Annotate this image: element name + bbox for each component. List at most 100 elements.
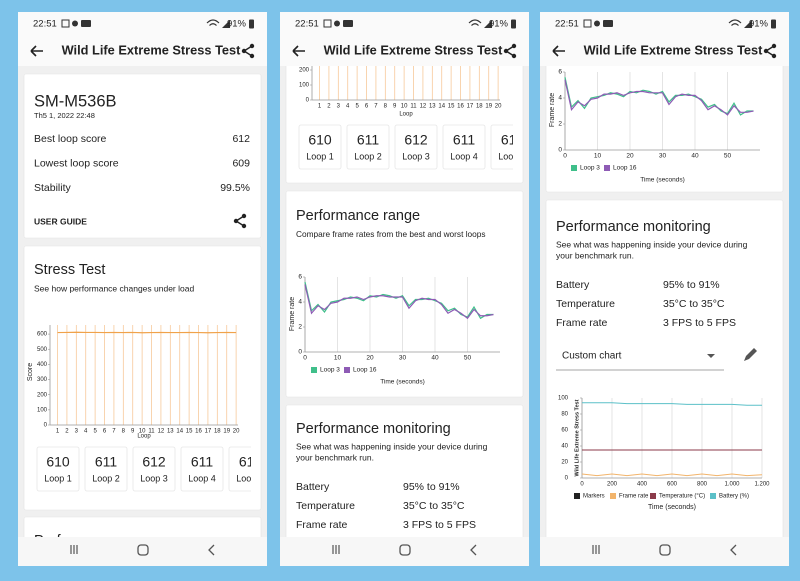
x-tick-label: 18 [214, 429, 221, 435]
y-tick-label: 200 [299, 68, 310, 74]
loop-tile [132, 446, 176, 492]
nav-back[interactable] [730, 544, 737, 556]
y-tick-label: 2 [558, 121, 562, 128]
status-battery: 91% [749, 19, 769, 30]
summary-value: 612 [232, 133, 250, 145]
y-tick-label: 4 [298, 299, 302, 306]
section-subtitle: See what was happening inside your devic… [556, 239, 748, 249]
loop-score: 611 [95, 454, 118, 470]
x-tick-label: 1 [56, 429, 60, 435]
x-tick-label: 17 [467, 104, 474, 110]
loop-score: 611 [357, 132, 380, 148]
summary-label: Stability [34, 182, 72, 194]
legend-label: Loop 3 [320, 367, 340, 374]
back-button[interactable] [30, 45, 43, 57]
row-value: 3 FPS to 5 FPS [663, 317, 736, 329]
x-tick-label: 40 [431, 355, 439, 362]
y-tick-label: 6 [558, 69, 562, 76]
row-value: 35°C to 35°C [403, 500, 465, 512]
loop-score: 612 [404, 132, 428, 148]
nav-recent[interactable] [592, 545, 600, 554]
edit-button[interactable] [744, 348, 757, 361]
share-button[interactable] [241, 43, 255, 59]
nav-home[interactable] [659, 544, 671, 556]
loop-label: Loop 2 [92, 473, 120, 483]
x-tick-label: 5 [93, 429, 97, 435]
share-dot [503, 48, 509, 54]
x-tick-label: 8 [122, 429, 126, 435]
device-date: Th5 1, 2022 22:48 [34, 111, 95, 120]
status-icon [603, 20, 613, 27]
loop-score: 611 [501, 132, 524, 148]
content: 0 10 20 30 40 50 0 2 4 6 Time (seconds) Frame rate L… [545, 66, 784, 537]
status-battery: 91% [489, 19, 509, 30]
x-tick-label: 2 [327, 104, 331, 110]
x-tick-label: 20 [366, 355, 374, 362]
nav-recent[interactable] [332, 545, 340, 554]
y-axis-label: Score [27, 363, 34, 381]
nav-bar [18, 537, 267, 566]
row-label: Battery [296, 481, 330, 493]
phone-screen: 22:51 91% Wild Life Extreme Stress Test SM-… [18, 12, 267, 566]
nav-back[interactable] [470, 544, 477, 556]
status-battery: 91% [227, 19, 247, 30]
x-tick-label: 3 [75, 429, 79, 435]
x-tick-label: 14 [438, 104, 445, 110]
nav-home[interactable] [399, 544, 411, 556]
x-tick-label: 40 [691, 153, 699, 160]
y-tick-label: 100 [558, 396, 569, 402]
nav-recent[interactable] [70, 545, 78, 554]
loop-label: Loop 5 [498, 151, 526, 161]
share-dot [249, 43, 255, 49]
y-tick-label: 0 [298, 349, 302, 356]
x-tick-label: 12 [420, 104, 427, 110]
series-line [582, 402, 762, 406]
x-tick-label: 400 [637, 482, 648, 488]
y-tick-label: 100 [37, 407, 48, 413]
custom-chart-dropdown[interactable]: Custom chart [556, 351, 724, 371]
nav-home[interactable] [137, 544, 149, 556]
nav-bar [540, 537, 789, 566]
x-tick-label: 9 [393, 104, 397, 110]
y-tick-label: 100 [299, 83, 310, 89]
status-time: 22:51 [33, 19, 57, 30]
nav-bar [280, 537, 529, 566]
wifi-icon [206, 19, 220, 26]
y-tick-label: 60 [561, 428, 568, 434]
x-tick-label: 0 [563, 153, 567, 160]
y-tick-label: 40 [561, 444, 568, 450]
back-button[interactable] [552, 45, 565, 57]
status-icon [343, 20, 353, 27]
share-button[interactable] [763, 43, 777, 59]
status-icon [594, 20, 600, 27]
nav-back[interactable] [208, 544, 215, 556]
status-icon [81, 20, 91, 27]
section-title: Performance monitoring [296, 421, 451, 437]
row-label: Battery [556, 279, 590, 291]
app-bar [540, 12, 789, 66]
loop-tiles: 610 Loop 1 611 Loop 2 612 Loop 3 611 Loop 4 611 L… [36, 446, 264, 492]
x-tick-label: 1.000 [724, 482, 740, 488]
back-button[interactable] [292, 45, 305, 57]
x-tick-label: 0 [303, 355, 307, 362]
section-subtitle: See what was happening inside your devic… [296, 441, 488, 451]
y-tick-label: 0 [44, 423, 48, 429]
loop-score: 611 [453, 132, 476, 148]
share-dot [233, 218, 239, 224]
share-button[interactable] [503, 43, 517, 59]
share-dot [511, 53, 517, 59]
section-subtitle: your benchmark run. [556, 250, 634, 260]
y-tick-label: 600 [37, 332, 48, 338]
x-tick-label: 4 [84, 429, 88, 435]
x-tick-label: 18 [476, 104, 483, 110]
x-tick-label: 11 [148, 429, 155, 435]
share-button[interactable] [233, 213, 247, 229]
loop-tile [346, 124, 390, 170]
share-dot [771, 53, 777, 59]
y-tick-label: 500 [37, 347, 48, 353]
loop-label: Loop 5 [236, 473, 264, 483]
x-tick-label: 3 [337, 104, 341, 110]
row-value: 35°C to 35°C [663, 298, 725, 310]
x-tick-label: 4 [346, 104, 350, 110]
